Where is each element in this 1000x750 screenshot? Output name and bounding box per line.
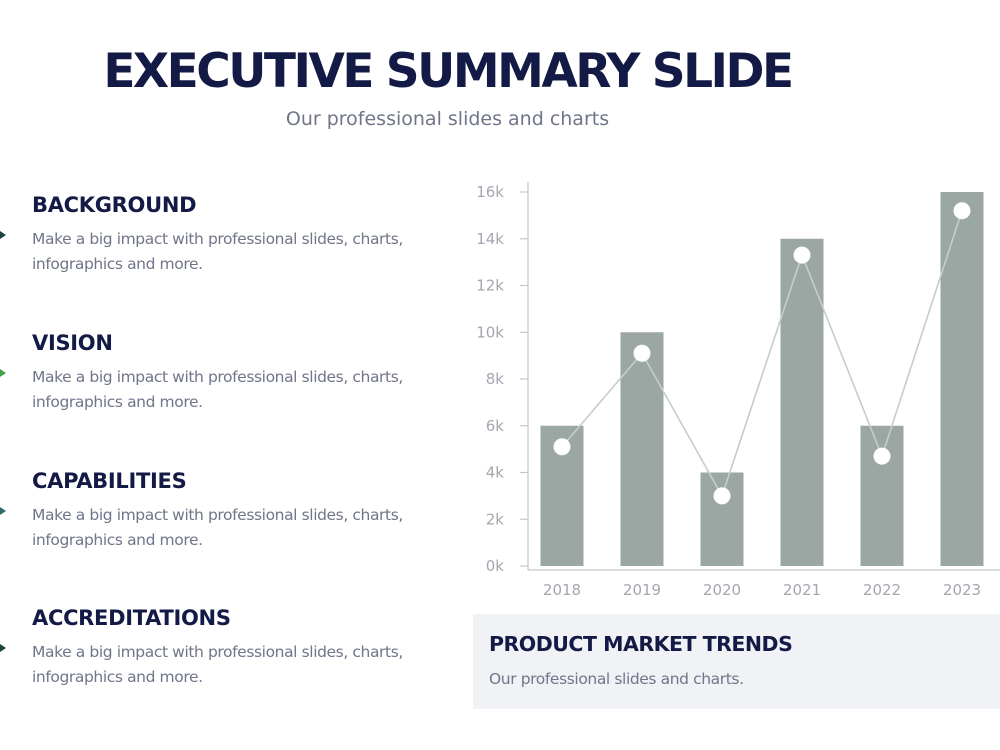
y-tick-label: 8k [486, 370, 505, 388]
section-body: Make a big impact with professional slid… [32, 506, 403, 549]
bar [940, 192, 984, 566]
y-tick-label: 14k [476, 230, 504, 248]
section-body: Make a big impact with professional slid… [32, 230, 403, 273]
bar [700, 472, 744, 566]
chart-caption-title: PRODUCT MARKET TRENDS [489, 632, 793, 656]
bar [780, 238, 824, 566]
series-line [561, 210, 963, 498]
y-tick-label: 12k [476, 277, 504, 295]
bar-line-chart: 0k 2k 4k 6k 8k 10k 12k 14k 16k 2018 2019 2020 2021 20… [476, 182, 1000, 599]
line-point [633, 344, 651, 362]
page-title: EXECUTIVE SUMMARY SLIDE [103, 44, 794, 99]
bar [860, 425, 904, 566]
arrow-right-icon [0, 644, 6, 652]
chart-caption-text: Our professional slides and charts. [489, 670, 744, 688]
section-heading: VISION [32, 331, 113, 355]
arrow-right-icon [0, 369, 6, 377]
arrow-right-icon [0, 231, 6, 239]
x-tick-label: 2018 [543, 581, 581, 599]
arrow-right-icon [0, 507, 6, 515]
section-heading: ACCREDITATIONS [32, 606, 231, 630]
page-subtitle: Our professional slides and charts [285, 108, 610, 130]
x-tick-label: 2023 [943, 581, 981, 599]
line-point [953, 202, 971, 220]
y-tick-label: 4k [486, 464, 505, 482]
y-tick-label: 16k [476, 183, 504, 201]
y-tick-label: 10k [476, 323, 504, 341]
section-body: Make a big impact with professional slid… [32, 643, 403, 686]
x-tick-label: 2021 [783, 581, 821, 599]
x-tick-label: 2022 [863, 581, 901, 599]
x-tick-label: 2020 [703, 581, 741, 599]
section-heading: CAPABILITIES [32, 469, 187, 493]
y-tick-label: 0k [486, 557, 505, 575]
x-tick-label: 2019 [623, 581, 661, 599]
line-point [793, 246, 811, 264]
y-tick-label: 6k [486, 417, 505, 435]
section-heading: BACKGROUND [32, 193, 197, 217]
bar [620, 332, 664, 566]
section-body: Make a big impact with professional slid… [32, 368, 403, 411]
line-point [873, 447, 891, 465]
line-point [553, 438, 571, 456]
y-tick-label: 2k [486, 510, 505, 528]
chart-caption-box: PRODUCT MARKET TRENDS Our professional s… [473, 614, 1000, 709]
line-point [713, 487, 731, 505]
